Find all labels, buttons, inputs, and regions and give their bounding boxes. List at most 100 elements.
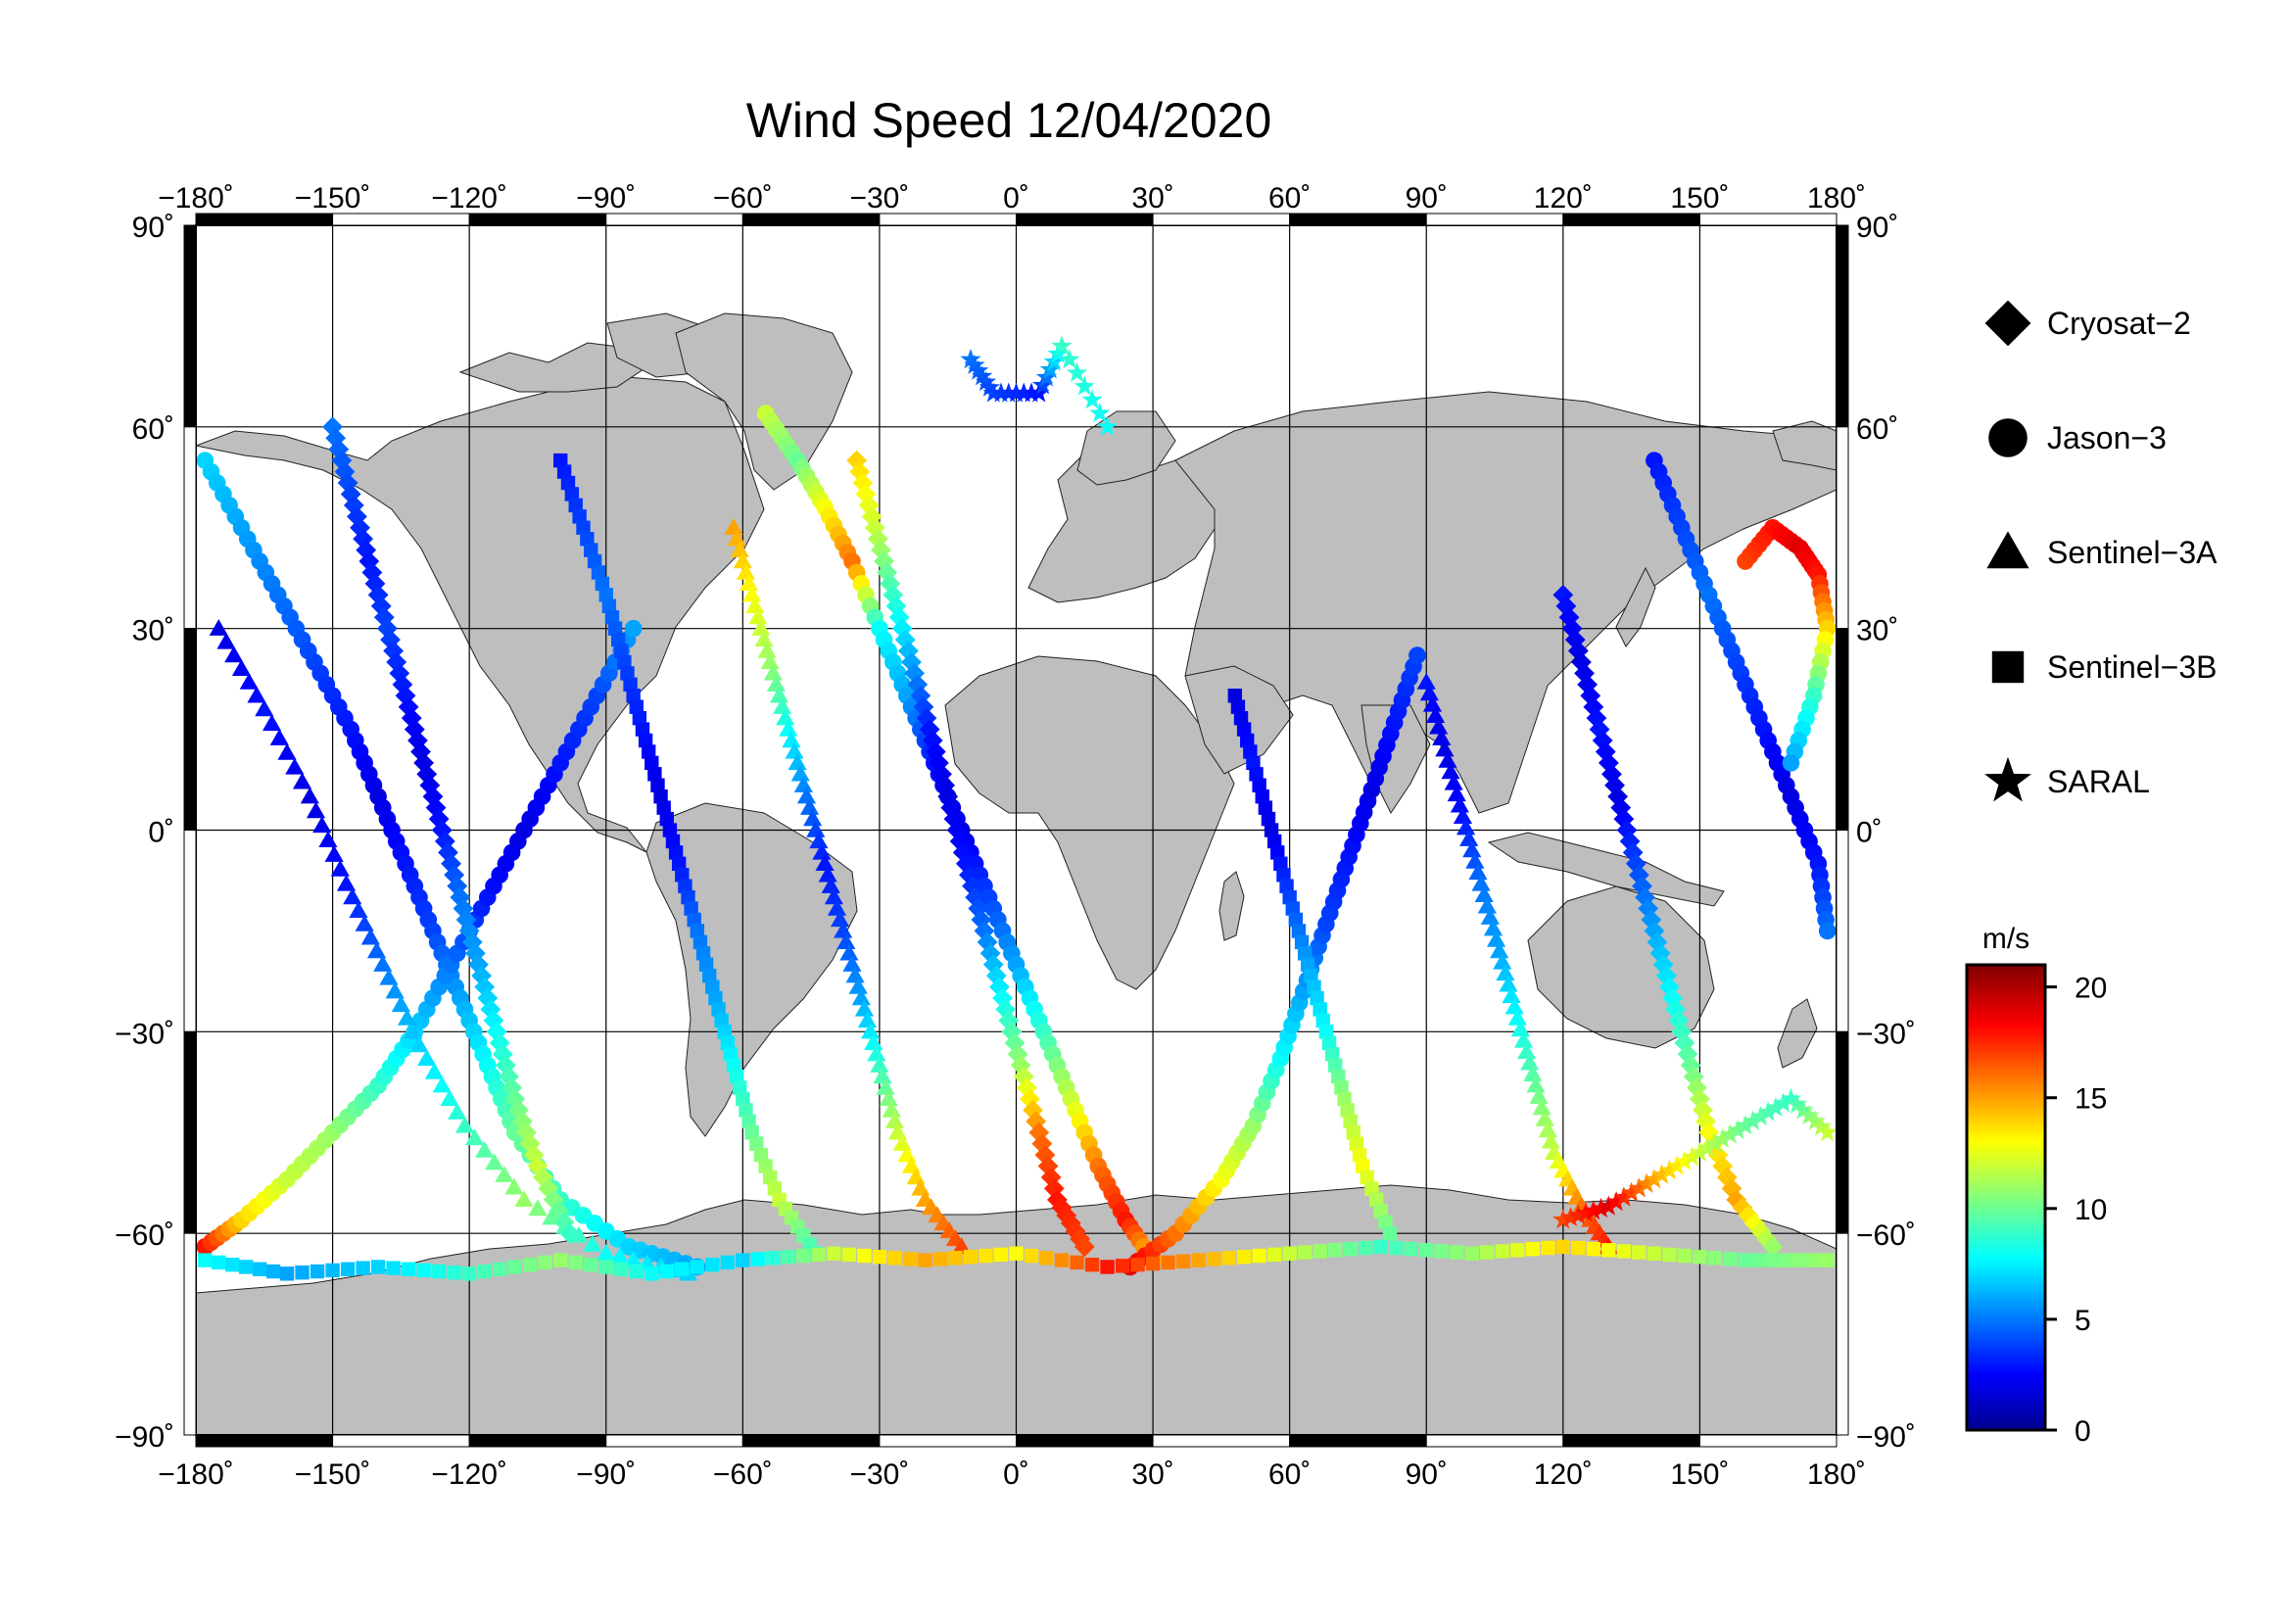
lat-label-left: −60˚ (115, 1219, 174, 1252)
track-point (553, 453, 568, 468)
land-new-zealand (1777, 998, 1818, 1069)
track-point (1037, 1156, 1059, 1176)
track-point (198, 1253, 213, 1267)
lon-label-bottom: 30˚ (1131, 1458, 1173, 1491)
track-point (310, 1264, 325, 1279)
track-point (993, 1247, 1009, 1263)
track-point (1444, 773, 1463, 790)
track-point (796, 787, 817, 804)
frame-segment-right (1836, 1232, 1849, 1436)
track-point (1757, 1101, 1779, 1122)
track-point (690, 924, 705, 938)
track-point (1343, 1241, 1358, 1257)
track-point (729, 1069, 744, 1084)
track-point (1517, 1042, 1537, 1060)
track-point (1779, 1253, 1794, 1267)
track-point (1266, 1247, 1282, 1263)
track-point (1583, 696, 1604, 718)
track-point (1798, 1104, 1820, 1125)
track-point (776, 708, 795, 726)
track-point (766, 675, 787, 693)
colorbar-tick-label: 10 (2075, 1194, 2107, 1226)
track-point (1480, 908, 1500, 925)
track-point (745, 597, 765, 613)
track-point (360, 928, 380, 945)
lon-label-bottom: −60˚ (713, 1458, 773, 1491)
lon-label-top: 90˚ (1406, 182, 1448, 215)
track-point (576, 520, 591, 535)
track-point (1782, 754, 1800, 772)
lon-label-top: 0˚ (1003, 182, 1029, 215)
track-point (864, 1033, 883, 1050)
track-point (1707, 1251, 1723, 1266)
track-point (726, 1058, 741, 1073)
track-point (1616, 1244, 1632, 1259)
track-point (597, 1244, 616, 1261)
track-point (454, 1116, 475, 1133)
track-point (1535, 1109, 1554, 1126)
lon-label-top: −120˚ (431, 182, 507, 215)
track-point (675, 1262, 690, 1276)
track-point (1327, 1058, 1343, 1073)
track-point (720, 1035, 736, 1050)
track-point (1020, 1088, 1040, 1110)
track-point (1161, 1255, 1175, 1270)
track-point (568, 1255, 583, 1270)
track-point (1666, 1155, 1688, 1175)
track-point (1465, 851, 1485, 869)
track-point (1294, 934, 1310, 950)
track-point (1282, 889, 1297, 905)
track-point (1246, 755, 1261, 771)
track-point (842, 955, 862, 972)
track-point (1523, 1065, 1543, 1081)
track-point (398, 696, 419, 718)
colorbar-ticks: 0 5 10 15 20 (2045, 973, 2107, 1448)
track-point (1541, 1240, 1555, 1256)
track-point (492, 1043, 513, 1065)
track-point (1240, 733, 1255, 748)
lon-label-top: 30˚ (1131, 182, 1173, 215)
track-point (1765, 1253, 1781, 1267)
frame-segment-left (183, 426, 197, 630)
track-point (391, 995, 410, 1013)
track-point (692, 934, 708, 950)
satellite-legend: Cryosat−2 Jason−3 Sentinel−3A Sentinel−3B SA… (1984, 300, 2218, 802)
track-point (773, 697, 792, 714)
track-point (556, 464, 572, 479)
track-point (1051, 335, 1073, 356)
track-point (963, 1249, 978, 1265)
track-point (861, 1022, 881, 1039)
track-point (1419, 684, 1439, 701)
frame-segment-bottom (1425, 1434, 1564, 1448)
track-point (687, 912, 701, 928)
track-point (763, 1170, 778, 1185)
track-point (736, 562, 756, 580)
map-frame (183, 213, 1849, 1448)
legend-marker-square (1991, 650, 2025, 684)
track-point (1762, 1236, 1784, 1258)
colorbar-tick-label: 0 (2075, 1415, 2091, 1448)
lon-label-bottom: −120˚ (431, 1458, 507, 1491)
track-point (356, 1261, 370, 1275)
track-point (224, 645, 244, 663)
track-point (1483, 919, 1503, 936)
track-point (733, 551, 752, 569)
track-point (624, 1251, 644, 1267)
track-point (225, 1257, 240, 1272)
track-point (1583, 1200, 1604, 1220)
track-point (1574, 663, 1595, 684)
track-point (231, 659, 252, 677)
track-point (644, 1266, 659, 1281)
track-point (1641, 909, 1662, 931)
track-point (665, 834, 681, 849)
track-point (324, 845, 344, 862)
track-point (647, 767, 662, 782)
track-point (568, 498, 583, 513)
track-point (440, 1089, 459, 1107)
frame-segment-top (1289, 213, 1427, 226)
track-point (708, 990, 723, 1006)
track-point (269, 729, 289, 745)
lat-label-left: 60˚ (132, 413, 174, 446)
track-point (695, 946, 711, 961)
track-point (998, 382, 1020, 403)
